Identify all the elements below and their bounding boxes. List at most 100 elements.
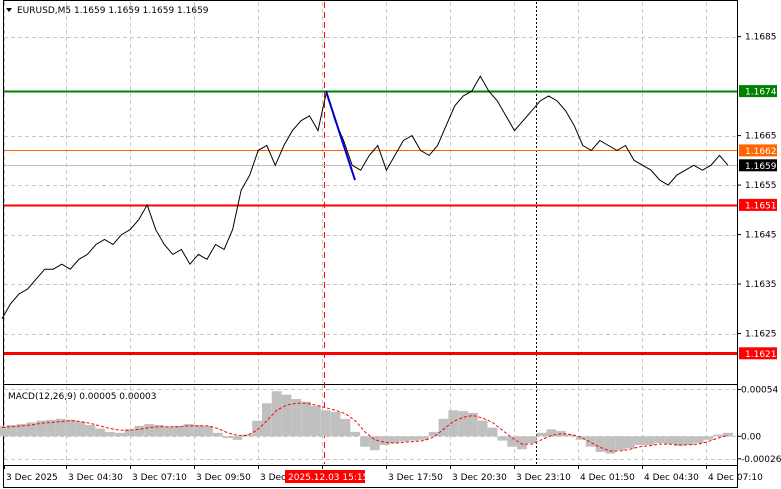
macd-bar xyxy=(271,391,282,437)
macd-bar xyxy=(124,429,135,437)
macd-bar xyxy=(330,412,341,437)
macd-bar xyxy=(242,434,253,437)
macd-bar xyxy=(546,429,557,437)
price-level-tag-label: 1.1651 xyxy=(745,201,777,211)
main-grid xyxy=(4,2,737,383)
vertical-markers xyxy=(324,2,537,464)
macd-bar xyxy=(389,436,400,444)
macd-bar xyxy=(575,436,586,440)
macd-bar xyxy=(526,436,537,444)
price-level-tag xyxy=(739,198,777,211)
macd-bar xyxy=(301,401,311,437)
macd-signal-line xyxy=(1,402,729,452)
macd-bar xyxy=(193,425,204,437)
macd-bar xyxy=(134,425,145,437)
x-tick-label: 3 Dec 09:50 xyxy=(196,473,251,483)
x-tick-label: 3 Dec xyxy=(260,473,286,483)
x-tick-label: 4 Dec 01:50 xyxy=(580,473,635,483)
macd-bar xyxy=(693,436,704,444)
macd-bar xyxy=(664,436,674,445)
chart-header-title: EURUSD,M5 1.1659 1.1659 1.1659 1.1659 xyxy=(17,6,209,16)
macd-bar xyxy=(419,436,429,440)
macd-bar xyxy=(360,436,370,447)
macd-bar xyxy=(222,436,233,438)
macd-bar xyxy=(379,436,390,445)
price-level-tag xyxy=(739,85,777,98)
x-tick-label: 3 Dec 04:30 xyxy=(68,473,123,483)
price-level-tag xyxy=(739,144,777,157)
macd-bar xyxy=(517,436,527,450)
macd-bar xyxy=(536,432,547,437)
trend-segment[interactable] xyxy=(325,90,356,181)
macd-bar xyxy=(105,431,115,437)
macd-y-tick-label: 0.00054 xyxy=(741,386,778,396)
macd-bar xyxy=(163,426,174,437)
x-tick-label: 3 Dec 17:50 xyxy=(388,473,443,483)
macd-bar xyxy=(644,436,655,445)
macd-bar xyxy=(487,427,498,437)
macd-bar xyxy=(26,422,37,437)
macd-bar xyxy=(350,431,361,437)
macd-bar xyxy=(212,432,223,437)
x-tick-label: 4 Dec 07:10 xyxy=(708,473,763,483)
macd-bar xyxy=(232,436,243,440)
x-tick-label: 3 Dec 20:30 xyxy=(452,473,507,483)
price-level-tag-label: 1.1662 xyxy=(745,147,777,157)
price-levels xyxy=(4,90,737,355)
macd-bar xyxy=(65,419,76,437)
macd-bar xyxy=(183,424,194,437)
macd-axis-ticks: 0.00054 0.00 -0.00026 xyxy=(737,386,781,465)
vertical-marker-time-tag xyxy=(285,470,365,483)
macd-bar xyxy=(95,428,105,437)
macd-bar xyxy=(507,436,518,447)
macd-bar xyxy=(203,425,213,437)
macd-bar xyxy=(173,425,184,437)
macd-bar xyxy=(497,436,508,441)
y-tick-label: 1.1685 xyxy=(745,33,777,43)
macd-bar xyxy=(85,425,96,437)
y-tick-label: 1.1655 xyxy=(745,181,777,191)
macd-bar xyxy=(369,436,380,451)
macd-bar xyxy=(6,425,17,437)
macd-bar xyxy=(683,436,694,445)
x-tick-label: 4 Dec 04:30 xyxy=(644,473,699,483)
price-axis-ticks: 1.1685 1.1665 1.1655 1.1645 1.1635 1.1625 xyxy=(737,33,777,340)
macd-bar xyxy=(634,436,645,445)
macd-bar xyxy=(144,424,155,437)
macd-bar xyxy=(615,436,625,451)
macd-bar xyxy=(320,410,331,437)
macd-bar xyxy=(46,419,56,437)
price-line xyxy=(1,75,729,319)
macd-bar xyxy=(252,420,262,437)
macd-bar xyxy=(477,420,488,437)
macd-histogram xyxy=(0,391,733,454)
macd-bar xyxy=(262,403,272,437)
price-level-tag-label: 1.1674 xyxy=(745,88,777,98)
macd-bar xyxy=(723,432,733,437)
macd-bar xyxy=(595,436,606,452)
macd-bar xyxy=(399,436,410,442)
y-tick-label: 1.1665 xyxy=(745,132,777,142)
macd-bar xyxy=(428,431,439,437)
macd-bar xyxy=(713,434,724,437)
symbol-dropdown-icon[interactable] xyxy=(6,8,12,12)
x-tick-label: 3 Dec 23:10 xyxy=(516,473,571,483)
macd-bar xyxy=(36,420,47,437)
macd-y-tick-label: 0.00 xyxy=(741,432,761,442)
macd-bar xyxy=(458,411,468,437)
macd-bar xyxy=(703,436,714,440)
x-tick-label: 3 Dec 07:10 xyxy=(132,473,187,483)
macd-bar xyxy=(468,412,478,437)
macd-y-tick-label: -0.00026 xyxy=(741,455,781,465)
chart-frame xyxy=(3,0,738,488)
macd-bar xyxy=(0,425,7,437)
vertical-marker-time-label: 2025.12.03 15:15 xyxy=(288,473,368,483)
macd-bar xyxy=(114,432,125,437)
macd-bar xyxy=(154,425,164,437)
price-level-tags: 1.1674 1.1662 1.1659 1.1651 1.1621 xyxy=(739,85,777,360)
macd-bar xyxy=(438,418,449,437)
macd-bar xyxy=(566,434,576,437)
y-tick-label: 1.1645 xyxy=(745,231,777,241)
time-axis-ticks: 3 Dec 2025 3 Dec 04:30 3 Dec 07:10 3 Dec 09… xyxy=(4,465,763,483)
